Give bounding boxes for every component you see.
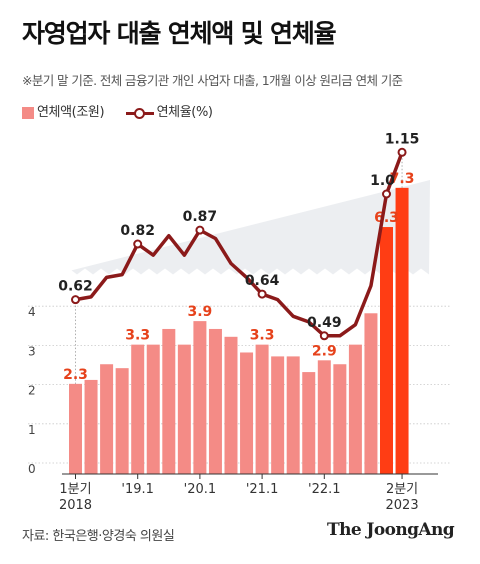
x-tick-label: 2분기 bbox=[386, 482, 418, 497]
bar-value-label: 3.3 bbox=[250, 328, 275, 344]
bar bbox=[271, 356, 285, 474]
y-tick-label: 2 bbox=[28, 384, 36, 398]
y-tick-label: 3 bbox=[28, 344, 36, 358]
bar bbox=[240, 352, 254, 474]
y-tick-label: 1 bbox=[28, 423, 36, 437]
bar bbox=[100, 364, 114, 474]
rate-value-label: 0.49 bbox=[307, 315, 342, 331]
x-tick-label: 2023 bbox=[386, 498, 419, 513]
rate-marker bbox=[71, 295, 80, 305]
chart-subtitle: ※분기 말 기준. 전체 금융기관 개인 사업자 대출, 1개월 이상 원리금 … bbox=[22, 73, 403, 88]
x-tick-label: '21.1 bbox=[246, 482, 279, 497]
bar-value-label: 2.9 bbox=[312, 343, 337, 359]
bar bbox=[255, 344, 269, 474]
bar bbox=[348, 344, 362, 474]
rate-marker bbox=[195, 225, 205, 235]
bar bbox=[131, 344, 145, 474]
bar bbox=[208, 328, 222, 474]
bar bbox=[115, 368, 129, 474]
x-tick-label: 1분기 bbox=[59, 482, 91, 497]
rate-value-label: 0.82 bbox=[120, 223, 155, 239]
bar bbox=[162, 328, 176, 474]
bar-value-label: 2.3 bbox=[63, 367, 88, 383]
rate-marker bbox=[319, 331, 329, 341]
legend-label-bar: 연체액(조원) bbox=[37, 105, 105, 120]
chart-title: 자영업자 대출 연체액 및 연체율 bbox=[22, 19, 337, 48]
rate-value-label: 0.64 bbox=[245, 273, 280, 289]
legend-item-bar: 연체액(조원) bbox=[22, 101, 105, 120]
rate-marker bbox=[133, 239, 143, 249]
legend: 연체액(조원) 연체율(%) bbox=[22, 101, 213, 121]
line-area-band bbox=[69, 180, 430, 277]
bar bbox=[146, 344, 160, 474]
brand-logo: The JoongAng bbox=[327, 520, 455, 540]
rate-value-label: 0.87 bbox=[183, 209, 218, 225]
rate-marker bbox=[257, 289, 267, 299]
rate-marker bbox=[397, 147, 407, 157]
bar bbox=[286, 356, 300, 474]
source-note: 자료: 한국은행·양경숙 의원실 bbox=[22, 529, 175, 544]
legend-swatch-line bbox=[125, 107, 154, 119]
bar bbox=[364, 313, 378, 474]
bar-value-label: 3.3 bbox=[125, 328, 150, 344]
rate-marker bbox=[382, 189, 391, 199]
x-tick-label: '20.1 bbox=[184, 482, 217, 497]
rate-value-label: 1.0 bbox=[370, 173, 395, 189]
axis-break-gap bbox=[67, 268, 431, 280]
legend-label-line: 연체율(%) bbox=[156, 105, 213, 120]
bar bbox=[302, 372, 316, 474]
y-tick-label: 0 bbox=[28, 462, 36, 476]
bar bbox=[224, 336, 238, 474]
x-tick-label: '19.1 bbox=[121, 482, 154, 497]
bar bbox=[380, 227, 393, 474]
x-tick-label: 2018 bbox=[59, 498, 92, 513]
legend-item-line: 연체율(%) bbox=[125, 101, 213, 120]
bar bbox=[193, 321, 207, 474]
bar-value-label: 7.3 bbox=[390, 171, 415, 187]
rate-value-label: 1.15 bbox=[385, 131, 420, 147]
bar-value-label: 6.3 bbox=[374, 210, 399, 226]
y-tick-label: 4 bbox=[28, 305, 36, 319]
bar bbox=[333, 364, 347, 474]
bar bbox=[177, 344, 191, 474]
bar-value-label: 3.9 bbox=[187, 304, 212, 320]
rate-value-label: 0.62 bbox=[58, 279, 93, 295]
legend-swatch-bar bbox=[22, 106, 34, 119]
bar bbox=[395, 187, 409, 474]
bar bbox=[317, 360, 331, 474]
x-tick-label: '22.1 bbox=[308, 482, 341, 497]
rate-line bbox=[75, 151, 404, 338]
bar bbox=[84, 379, 98, 474]
bar bbox=[69, 383, 82, 474]
